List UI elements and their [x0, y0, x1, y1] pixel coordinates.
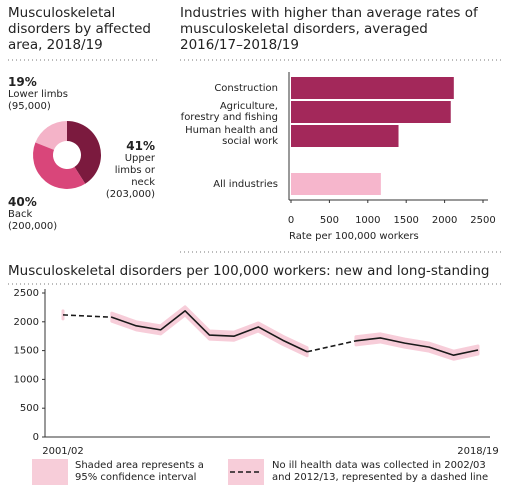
slice-label: 40% Back (200,000) — [8, 195, 98, 233]
y-tick-label: 0 — [33, 432, 39, 443]
y-tick-label: 1000 — [14, 374, 39, 385]
chart-title: Industries with higher than average rate… — [180, 5, 478, 53]
x-tick-label: 2500 — [470, 215, 495, 226]
x-tick-label: 2000 — [432, 215, 457, 226]
bar — [291, 77, 454, 99]
y-tick-label: 1500 — [14, 346, 39, 357]
pie-slice — [35, 121, 67, 150]
legend-text: No ill health data was collected in 2002… — [272, 460, 489, 483]
gap-bridge — [306, 340, 357, 353]
legend-swatch — [32, 459, 68, 485]
x-tick-label: 2018/19 — [457, 446, 499, 457]
pie-slice — [67, 121, 101, 184]
x-tick-label: 2001/02 — [42, 446, 84, 457]
x-tick-label: 500 — [320, 215, 339, 226]
slice-name: Back — [8, 209, 33, 220]
bar — [291, 101, 451, 123]
slice-name: Lower limbs — [8, 89, 68, 100]
slice-percent: 19% — [8, 75, 37, 89]
slice-count: (200,000) — [8, 221, 58, 232]
y-tick-label: Human health and social work — [185, 125, 278, 147]
pie-slice — [33, 142, 86, 189]
y-tick-label: Construction — [214, 82, 278, 94]
line — [111, 310, 479, 357]
slice-percent: 41% — [126, 139, 155, 153]
y-tick-label: Agriculture, forestry and fishing — [180, 101, 278, 123]
slice-label: 41% Upper limbs or neck (203,000) — [100, 139, 155, 201]
x-tick-label: 1500 — [393, 215, 418, 226]
slice-count: (95,000) — [8, 101, 51, 112]
slice-label: 19% Lower limbs (95,000) — [8, 75, 98, 113]
y-tick-label: 2000 — [14, 317, 39, 328]
x-tick-label: 0 — [288, 215, 294, 226]
chart-title: Musculoskeletal disorders by affected ar… — [8, 5, 151, 53]
slice-percent: 40% — [8, 195, 37, 209]
x-tick-label: 1000 — [355, 215, 380, 226]
x-axis-label: Rate per 100,000 workers — [289, 231, 419, 242]
bar — [291, 173, 381, 195]
slice-count: (203,000) — [105, 189, 155, 200]
slice-name: Upper limbs or neck — [114, 153, 155, 188]
chart-title: Musculoskeletal disorders per 100,000 wo… — [8, 263, 490, 279]
y-tick-label: 500 — [20, 403, 39, 414]
bar — [291, 125, 399, 147]
y-tick-label: All industries — [213, 178, 278, 190]
gap-bridge — [62, 314, 112, 318]
legend-text: Shaded area represents a 95% confidence … — [75, 460, 204, 483]
y-tick-label: 2500 — [14, 288, 39, 299]
